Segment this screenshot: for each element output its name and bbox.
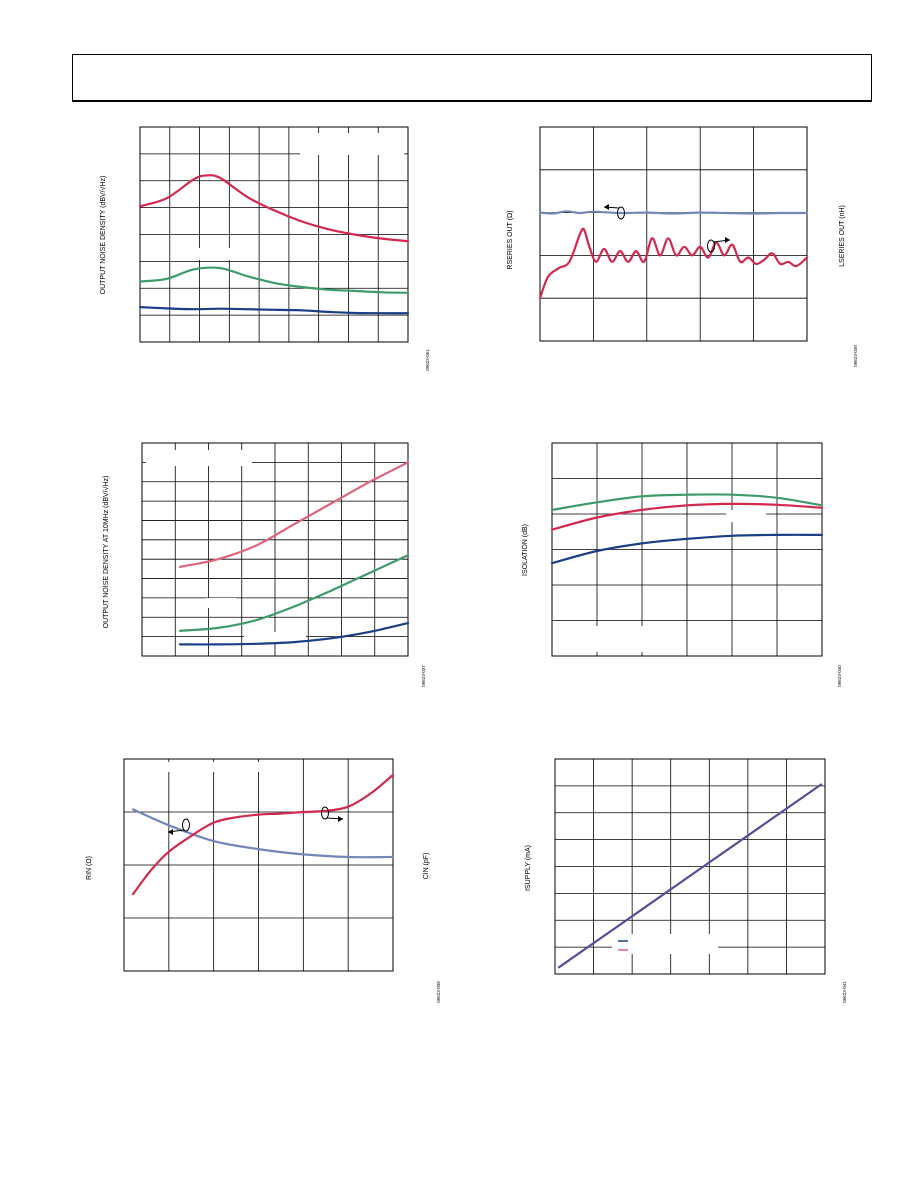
legend-box [146, 450, 252, 466]
series-line-2 [131, 773, 395, 896]
series-line-1 [538, 210, 809, 215]
series-line-2 [538, 227, 809, 300]
page-header-frame [72, 54, 872, 102]
figure-code: 09623-051 [425, 349, 430, 371]
left-axis-arrow [167, 818, 190, 835]
gridlines [124, 759, 393, 971]
series-line-1 [557, 783, 823, 969]
series-line-3 [138, 306, 410, 315]
series-group [138, 174, 410, 315]
series-group [557, 783, 823, 969]
series-line-3 [550, 533, 824, 565]
annotation-mask [190, 248, 250, 260]
legend-box [300, 133, 404, 155]
y-axis-label: ISOLATION (dB) [522, 524, 529, 576]
figure-code: 09623-040 [837, 665, 842, 687]
series-line-1 [138, 174, 410, 243]
y-axis-label: RSERIES OUT (Ω) [507, 210, 514, 269]
y-axis-label: OUTPUT NOISE DENSITY AT 10MHz (dBV/√Hz) [102, 476, 110, 629]
series-line-1 [550, 493, 824, 511]
annotation-mask [726, 510, 766, 522]
plot-area [539, 126, 808, 342]
right-axis-arrow [707, 237, 731, 253]
series-line-1 [131, 808, 395, 859]
y2-axis-label: CIN (pF) [423, 853, 430, 880]
y-axis-label: OUTPUT NOISE DENSITY (dBV/√Hz) [99, 176, 107, 295]
legend-box [168, 762, 298, 772]
series-group [538, 210, 809, 300]
figure-code: 09623-041 [842, 981, 847, 1003]
legend-swatches [618, 940, 628, 951]
series-line-2 [550, 502, 824, 531]
series-group [131, 773, 395, 896]
figure-code: 09623-039 [853, 345, 858, 367]
annotation-mask [206, 598, 236, 608]
y-axis-label: RIN (Ω) [86, 856, 93, 880]
legend-box [586, 626, 662, 652]
series-group [550, 493, 824, 565]
right-axis-arrow [321, 806, 344, 822]
series-line-1 [178, 461, 410, 568]
series-line-2 [178, 554, 410, 632]
series-line-2 [138, 266, 410, 294]
y2-axis-label: LSERIES OUT (nH) [839, 205, 846, 267]
gridlines [140, 127, 408, 342]
y-axis-label: ISUPPLY (mA) [525, 845, 532, 891]
series-line-3 [178, 622, 410, 646]
figure-code: 09623-037 [421, 665, 426, 687]
annotation-mask [244, 632, 306, 642]
gridlines [552, 443, 822, 656]
series-group [178, 461, 410, 646]
left-axis-arrow [603, 204, 625, 220]
figure-code: 09623-038 [436, 981, 441, 1003]
legend-box [612, 934, 718, 954]
